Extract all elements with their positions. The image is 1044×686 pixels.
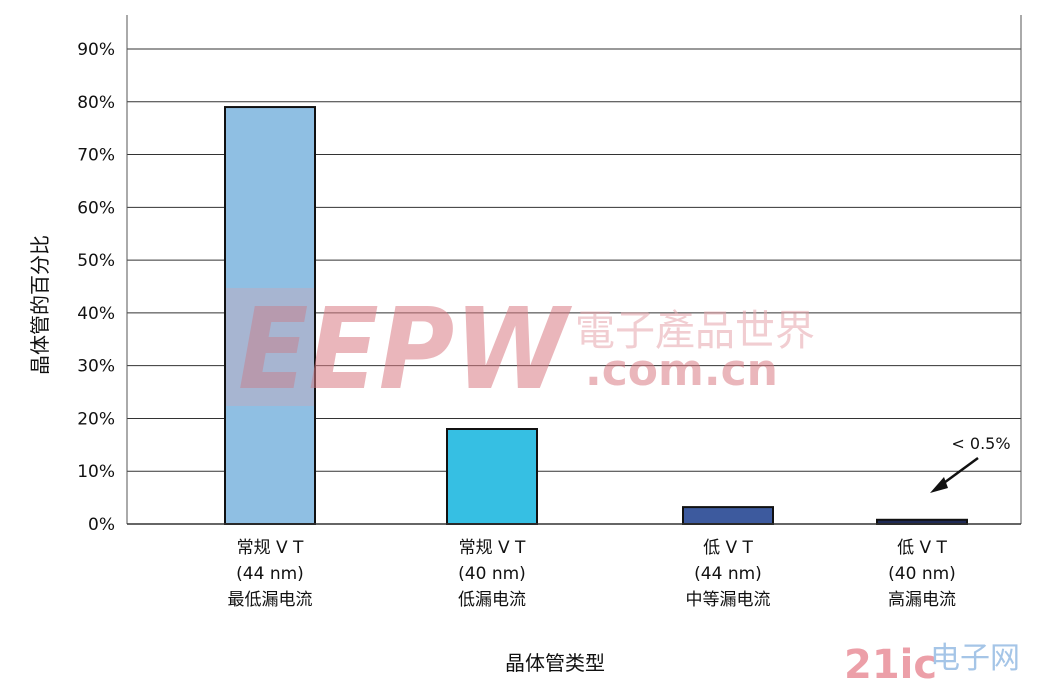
- category-label: 最低漏电流: [228, 590, 313, 610]
- eepw-logo: EEPW: [238, 285, 573, 415]
- annotation-arrowhead: [930, 477, 948, 493]
- eepw-watermark: EEPW 電子產品世界 .com.cn: [226, 285, 815, 415]
- annotation-label: < 0.5%: [951, 434, 1010, 453]
- y-axis-title: 晶体管的百分比: [28, 235, 52, 375]
- category-label: (40 nm): [888, 564, 956, 584]
- category-label: 常规 V T: [237, 538, 304, 558]
- y-tick-labels: 0% 10% 20% 30% 40% 50% 60% 70% 80% 90%: [77, 40, 115, 535]
- y-tick-label: 60%: [77, 198, 115, 218]
- y-tick-label: 50%: [77, 251, 115, 271]
- 21ic-logo: 21ic: [844, 642, 937, 686]
- bar: [224, 106, 316, 526]
- y-tick-label: 80%: [77, 93, 115, 113]
- y-tick-label: 90%: [77, 40, 115, 60]
- category-label: (40 nm): [458, 564, 526, 584]
- eepw-logo-block: [226, 288, 314, 406]
- y-tick-label: 40%: [77, 304, 115, 324]
- category-label: (44 nm): [694, 564, 762, 584]
- plot-frame: [126, 15, 1022, 525]
- category-label: 常规 V T: [459, 538, 526, 558]
- category-label: 低 V T: [897, 538, 947, 558]
- annotation: < 0.5%: [930, 434, 1011, 493]
- x-axis-title: 晶体管类型: [505, 651, 605, 675]
- category-label: 低漏电流: [458, 590, 526, 610]
- y-tick-label: 10%: [77, 462, 115, 482]
- y-tick-label: 30%: [77, 357, 115, 377]
- y-tick-label: 20%: [77, 409, 115, 429]
- category-label: 高漏电流: [888, 590, 956, 610]
- eepw-chinese: 電子產品世界: [575, 306, 815, 355]
- bars: [224, 106, 968, 526]
- category-label: 中等漏电流: [686, 590, 771, 610]
- category-label: (44 nm): [236, 564, 304, 584]
- bar: [682, 506, 774, 526]
- category-label: 低 V T: [703, 538, 753, 558]
- y-tick-label: 0%: [88, 515, 115, 535]
- eepw-url: .com.cn: [585, 345, 778, 396]
- 21ic-watermark: 21ic 电子网: [844, 641, 1020, 686]
- category-labels: 常规 V T (44 nm) 最低漏电流 常规 V T (40 nm) 低漏电流 低 V T…: [228, 538, 957, 610]
- y-tick-label: 70%: [77, 146, 115, 166]
- bar: [446, 428, 538, 525]
- 21ic-chinese: 电子网: [930, 641, 1020, 676]
